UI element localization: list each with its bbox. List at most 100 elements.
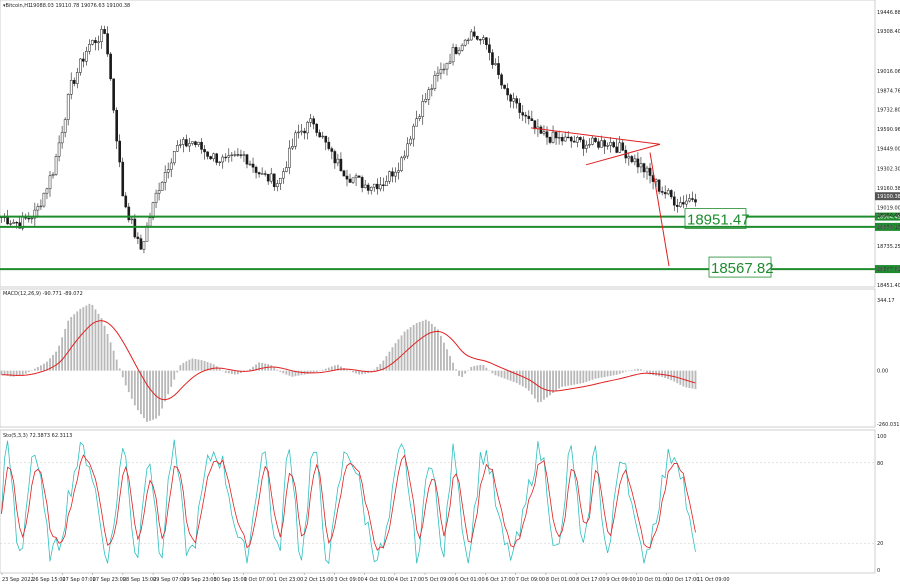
macd-bar xyxy=(433,326,436,371)
price-tick-label: 19160.38 xyxy=(877,186,900,192)
stoch-tick-label: 100 xyxy=(877,434,887,440)
macd-bar xyxy=(64,329,67,371)
macd-tick-label: -260.031 xyxy=(877,422,899,428)
candle xyxy=(466,37,470,45)
candle xyxy=(97,35,100,51)
macd-bar xyxy=(152,370,154,420)
macd-bar xyxy=(427,321,430,371)
candle xyxy=(633,154,637,166)
macd-bar xyxy=(149,370,151,421)
candle xyxy=(542,125,546,136)
candle xyxy=(130,216,134,225)
macd-bar xyxy=(621,370,624,373)
macd-bar xyxy=(533,370,536,399)
candle xyxy=(585,140,588,153)
candle xyxy=(239,149,243,159)
candle xyxy=(100,25,103,49)
macd-bar xyxy=(670,370,673,381)
candle xyxy=(12,219,15,224)
macd-bar xyxy=(106,333,109,371)
macd-bar xyxy=(588,370,591,381)
price-tick-label: 19308.40 xyxy=(877,29,900,35)
candle xyxy=(454,44,458,55)
level-axis-tag: 18876.15 xyxy=(877,225,900,231)
candle xyxy=(318,129,322,138)
macd-bar xyxy=(97,313,100,371)
macd-bar xyxy=(21,370,24,375)
stoch-panel: Sto(5,3,3) 72.3873 62.3113 100 80 20 0 xyxy=(0,429,887,574)
candle xyxy=(266,173,270,185)
stoch-tick-label: 0 xyxy=(877,568,880,574)
macd-bar xyxy=(558,370,561,389)
macd-bar xyxy=(552,370,554,394)
candle xyxy=(642,162,646,178)
candle xyxy=(497,55,500,80)
candle xyxy=(603,138,606,155)
candle xyxy=(403,150,406,161)
macd-bar xyxy=(352,370,354,373)
candle xyxy=(506,83,509,101)
candle xyxy=(488,37,491,61)
macd-bar xyxy=(15,370,18,377)
macd-bar xyxy=(618,370,621,374)
candle xyxy=(560,133,564,146)
macd-bar xyxy=(136,370,139,411)
candle xyxy=(157,182,161,201)
candle xyxy=(215,152,218,166)
candle xyxy=(139,234,143,250)
candle xyxy=(342,169,346,177)
macd-label: MACD(12,26,9) -90.771 -89.072 xyxy=(3,291,83,297)
macd-bar xyxy=(191,358,194,371)
macd-bar xyxy=(430,323,433,371)
macd-bar xyxy=(276,369,279,371)
macd-signal-line xyxy=(1,320,696,401)
macd-bar xyxy=(36,367,39,371)
candle xyxy=(233,150,237,157)
macd-bar xyxy=(185,361,188,371)
candle xyxy=(521,105,525,122)
candle xyxy=(575,135,579,148)
candle xyxy=(545,126,549,145)
macd-bar xyxy=(452,362,454,371)
candle xyxy=(51,172,55,179)
candle xyxy=(306,120,309,140)
trend-line[interactable] xyxy=(585,143,661,166)
macd-bar xyxy=(385,356,388,371)
candle xyxy=(112,78,115,114)
candle xyxy=(463,38,467,47)
time-tick-label: 2 Oct 15:00 xyxy=(304,577,333,583)
candle xyxy=(621,139,625,152)
macd-bar xyxy=(379,364,382,371)
candle xyxy=(682,195,685,209)
candle xyxy=(500,72,503,90)
chart-ohlc: 19088.03 19110.78 19076.63 19100.38 xyxy=(30,3,130,9)
macd-bar xyxy=(685,370,688,388)
candle xyxy=(175,140,179,152)
macd-bar xyxy=(333,365,336,371)
candle xyxy=(636,152,640,174)
candle xyxy=(669,189,673,200)
macd-bar xyxy=(479,364,482,371)
macd-bar xyxy=(603,370,606,378)
trend-line[interactable] xyxy=(649,152,670,267)
macd-bar xyxy=(536,370,539,403)
macd-bar xyxy=(591,370,594,380)
candle xyxy=(85,46,88,66)
macd-bar xyxy=(70,316,73,371)
macd-bar xyxy=(115,359,118,371)
macd-bar xyxy=(324,368,327,371)
time-tick-label: 1 Oct 23:00 xyxy=(274,577,303,583)
candle xyxy=(557,130,561,145)
macd-bar xyxy=(649,370,651,375)
time-tick-label: 6 Oct 17:00 xyxy=(485,577,514,583)
candle xyxy=(666,188,670,196)
trend-line[interactable] xyxy=(530,127,661,145)
candle xyxy=(269,167,273,184)
time-tick-label: 27 Sep 23:00 xyxy=(93,577,126,583)
macd-bar xyxy=(518,370,521,385)
candle xyxy=(182,137,185,153)
macd-bar xyxy=(643,370,645,372)
macd-bar xyxy=(291,370,294,377)
macd-bar xyxy=(27,370,30,373)
